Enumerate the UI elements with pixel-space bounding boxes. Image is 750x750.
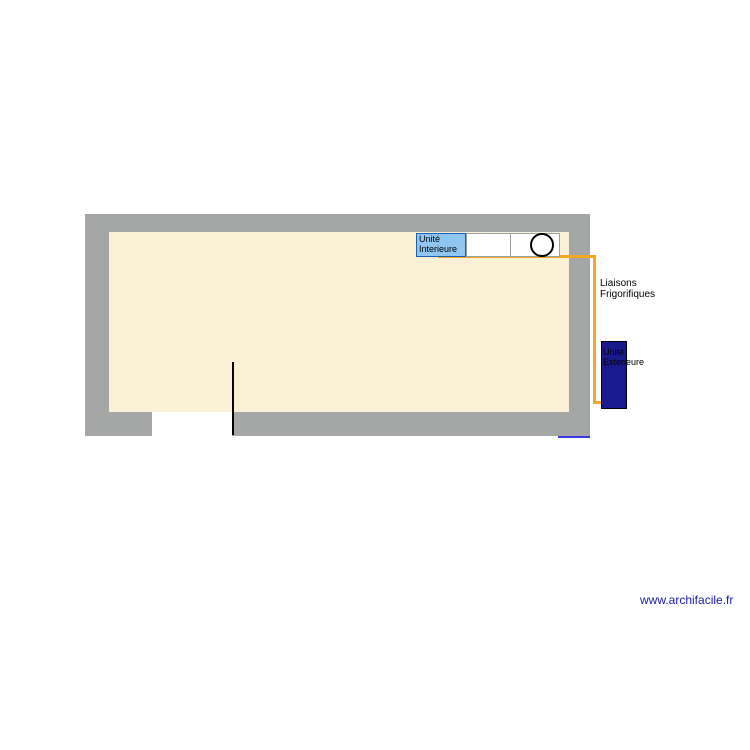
- room-floor: [109, 232, 569, 412]
- outdoor-unit-label: Unité Exterieure: [603, 348, 644, 368]
- exterior-mark: [558, 436, 590, 438]
- door-line: [232, 362, 234, 435]
- door-opening: [152, 412, 232, 436]
- ceiling-panel-divider: [510, 233, 511, 257]
- refrigerant-line-seg-1: [593, 255, 596, 404]
- indoor-unit-label: Unité Interieure: [419, 235, 457, 255]
- watermark-link[interactable]: www.archifacile.fr: [640, 593, 733, 607]
- floorplan-canvas: Unité Interieure Unité Exterieure Liaisons…: [0, 0, 750, 750]
- refrigerant-link-label: Liaisons Frigorifiques: [600, 278, 655, 300]
- ceiling-vent-icon: [530, 233, 554, 257]
